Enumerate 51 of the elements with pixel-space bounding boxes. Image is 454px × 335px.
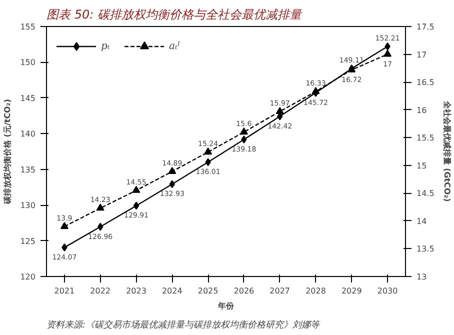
chart-title: 图表 50: 碳排放权均衡价格与全社会最优减排量 <box>46 8 302 22</box>
point <box>60 222 68 230</box>
y-tick-label: 125 <box>20 236 36 246</box>
y-tick-label: 150 <box>20 58 36 68</box>
y2-tick-label: 17 <box>416 50 427 60</box>
point <box>205 158 211 166</box>
y2-tick-label: 14 <box>416 216 427 226</box>
point <box>384 50 392 57</box>
x-axis-title: 年份 <box>217 302 235 310</box>
x-tick-label: 2025 <box>198 286 218 296</box>
point <box>168 166 176 174</box>
x-tick-label: 2028 <box>306 286 326 296</box>
x-tick-label: 2022 <box>90 286 111 296</box>
point <box>96 204 104 211</box>
y-tick-label: 130 <box>20 201 36 210</box>
x-tick-label: 2024 <box>162 286 182 296</box>
y2-tick-label: 15 <box>416 161 427 170</box>
y-tick-label: 120 <box>20 272 36 282</box>
text: 资料来源:《碳交易市场最优减排量与碳排放权均衡价格研究》刘娜等 <box>46 320 322 330</box>
legend-label: pₜ <box>101 40 111 52</box>
y2-tick-label: 17.5 <box>416 22 434 32</box>
point <box>62 243 68 252</box>
x-tick-label: 2027 <box>270 286 290 296</box>
y2-tick-label: 16.5 <box>416 78 434 88</box>
point <box>204 148 212 155</box>
x-tick-label: 2030 <box>377 286 398 296</box>
x-tick-label: 2021 <box>54 286 75 296</box>
point <box>240 128 248 135</box>
point <box>241 136 247 144</box>
y2-tick-label: 16 <box>416 106 427 115</box>
x-tick-label: 2029 <box>341 286 362 296</box>
y2-tick-label: 14.5 <box>416 189 434 198</box>
y-tick-label: 145 <box>20 94 36 103</box>
y2-axis-title: 全社会最优减排量 (GtCO₂) <box>442 100 452 202</box>
x-tick-label: 2026 <box>234 286 254 296</box>
y-tick-label: 140 <box>20 130 36 139</box>
y-tick-label: 135 <box>20 165 36 174</box>
point <box>276 106 284 114</box>
point <box>312 86 320 94</box>
x-tick-label: 2023 <box>126 286 146 296</box>
y-tick-label: 155 <box>20 22 36 32</box>
point <box>133 202 140 210</box>
point <box>98 222 104 231</box>
point <box>384 42 390 50</box>
y2-tick-label: 13 <box>416 272 427 282</box>
legend-label: aₜᴵ <box>169 40 181 52</box>
y2-tick-label: 15.5 <box>416 134 434 143</box>
y-axis-title: 碳排放权均衡价格 (元/tCO₂) <box>3 98 12 206</box>
point <box>169 180 175 188</box>
y2-tick-label: 13.5 <box>416 244 434 254</box>
point <box>132 186 140 193</box>
